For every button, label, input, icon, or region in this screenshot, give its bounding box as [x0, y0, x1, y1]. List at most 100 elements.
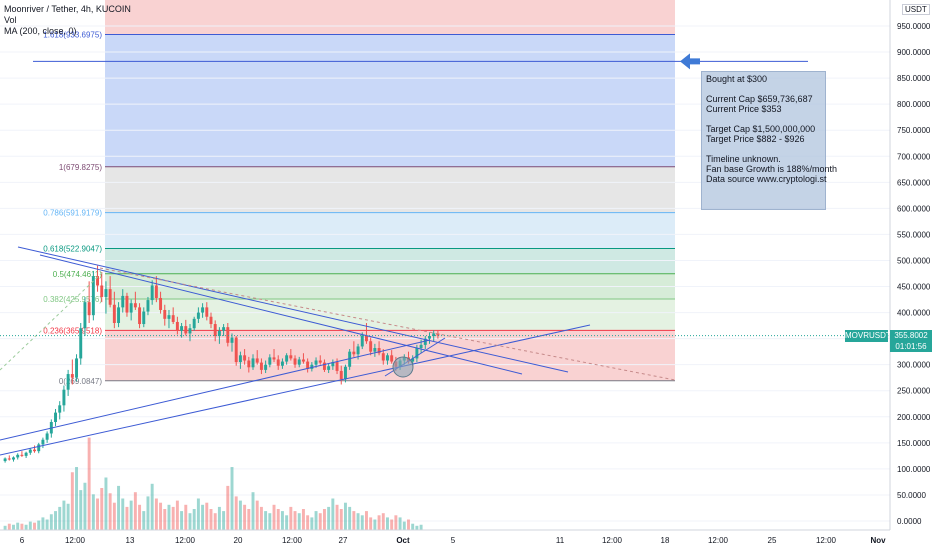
candle-body [20, 454, 24, 456]
chart-legend: Moonriver / Tether, 4h, KUCOIN Vol MA (2… [4, 4, 131, 37]
candle-body [243, 355, 247, 361]
y-axis[interactable]: 0.0000 50.0000 100.0000 150.0000 200.0000 250… [889, 0, 931, 530]
volume-indicator-label[interactable]: Vol [4, 15, 17, 25]
volume-bar [184, 504, 188, 530]
volume-bar [108, 493, 112, 530]
candle-body [121, 295, 125, 308]
candle-body [138, 307, 142, 325]
volume-bar [222, 511, 226, 530]
fib-zone [105, 34, 675, 167]
volume-bar [398, 517, 402, 530]
volume-bar [62, 500, 66, 530]
candle-body [264, 364, 268, 370]
volume-bar [255, 500, 259, 530]
candle-body [167, 315, 171, 319]
candle-body [7, 458, 11, 460]
candle-body [108, 289, 112, 305]
candle-body [154, 285, 158, 298]
volume-bar [230, 467, 234, 530]
candle-body [70, 374, 74, 378]
volume-bar [37, 520, 41, 530]
volume-bar [276, 509, 280, 530]
volume-bar [280, 511, 284, 530]
volume-bar [79, 490, 83, 530]
volume-bar [226, 485, 230, 530]
volume-bar [33, 522, 36, 530]
y-tick-label: 500.0000 [897, 256, 931, 265]
candlesticks [3, 265, 440, 463]
candle-body [310, 364, 314, 369]
candle-body [205, 307, 209, 317]
volume-bar [251, 492, 255, 530]
volume-bar [234, 496, 238, 530]
x-tick-label: Oct [396, 536, 410, 545]
candle-body [238, 355, 242, 363]
candle-body [112, 304, 116, 323]
candle-body [343, 366, 347, 380]
volume-bar [159, 502, 163, 530]
candle-body [192, 318, 196, 329]
x-tick-label: 12:00 [282, 536, 303, 545]
trend-line-descending [39, 254, 523, 375]
candle-body [54, 412, 57, 422]
candle-body [255, 358, 259, 363]
volume-bar [377, 515, 381, 530]
volume-bar [348, 506, 352, 530]
candle-body [259, 362, 263, 370]
volume-bar [138, 504, 142, 530]
note-box[interactable]: Bought at $300 Current Cap $659,736,687 … [701, 71, 837, 210]
volume-bar [352, 511, 356, 530]
y-tick-label: 450.0000 [897, 283, 931, 292]
fib-levels: 1.618(933.6975) 1(679.8275) 0.786(591.9179… [43, 30, 675, 386]
x-tick-label: 12:00 [65, 536, 86, 545]
last-price-value: 355.8002 [894, 331, 928, 340]
volume-bar [360, 515, 364, 530]
volume-bar [75, 467, 79, 530]
candle-body [436, 333, 440, 336]
currency-label[interactable]: USDT [902, 4, 930, 15]
volume-bar [322, 509, 326, 530]
candle-body [419, 344, 423, 349]
volume-bar [386, 517, 389, 530]
volume-bar [213, 513, 217, 530]
x-axis[interactable]: 6 12:00 13 12:00 20 12:00 27 12:00 Oct 5 11 12:00 18… [0, 529, 890, 545]
candle-body [306, 361, 310, 369]
volume-bar [369, 517, 373, 530]
volume-bar [356, 513, 360, 530]
volume-bar [217, 506, 221, 530]
volume-bar [415, 525, 419, 530]
candle-body [91, 276, 95, 316]
volume-bar [180, 511, 184, 530]
candle-body [415, 348, 419, 359]
symbol-title[interactable]: Moonriver / Tether, 4h, KUCOIN [4, 4, 131, 14]
fib-zone [105, 299, 675, 331]
fib-level-label: 1(679.8275) [59, 163, 102, 172]
candle-body [33, 449, 36, 452]
ma-indicator-label[interactable]: MA (200, close, 0) [4, 26, 77, 36]
target-arrow-icon [680, 53, 700, 70]
candle-body [285, 355, 289, 362]
x-tick-label: 18 [661, 536, 670, 545]
candle-body [58, 405, 62, 413]
candle-body [411, 358, 415, 362]
candle-body [247, 360, 251, 368]
note-line: Target Cap $1,500,000,000 [706, 124, 816, 134]
volume-bar [20, 523, 24, 530]
volume-bar [150, 483, 154, 530]
candle-body [117, 307, 121, 323]
volume-bar [259, 506, 263, 530]
note-line: Target Price $882 - $926 [706, 134, 805, 144]
candle-body [79, 328, 83, 359]
x-tick-label: 13 [126, 536, 135, 545]
volume-bar [96, 498, 100, 530]
fib-zone [105, 248, 675, 274]
volume-bar [419, 524, 423, 530]
trend-line-dashed [99, 267, 676, 381]
volume-bar [104, 477, 108, 530]
candle-body [226, 327, 230, 343]
volume-bar [293, 511, 297, 530]
note-line [706, 114, 821, 124]
volume-bar [142, 511, 146, 530]
candle-body [331, 362, 335, 367]
